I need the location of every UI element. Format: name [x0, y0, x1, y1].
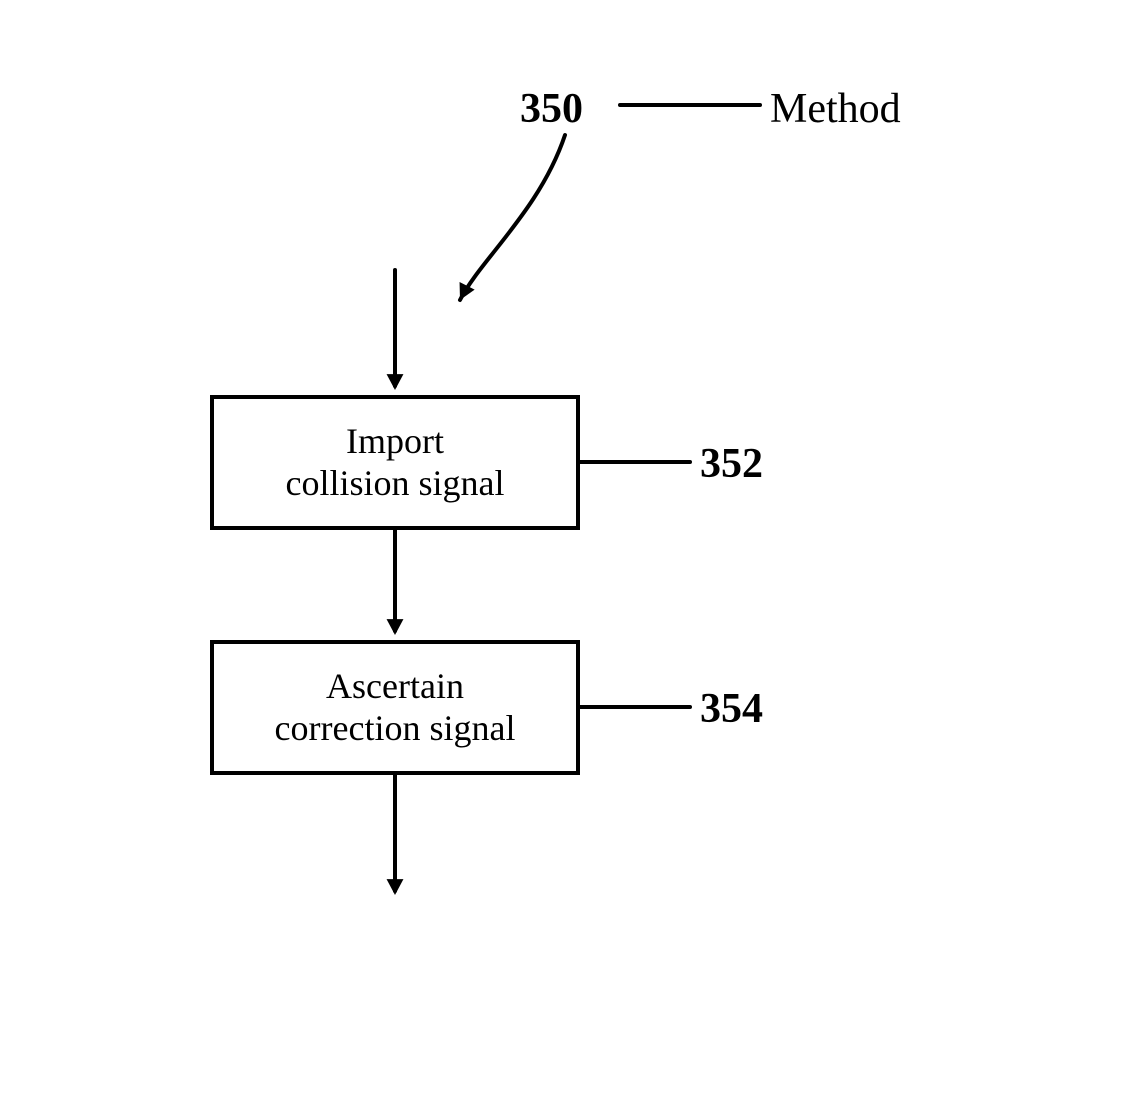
ref-number-import: 352	[700, 440, 763, 488]
method-title: Method	[770, 85, 901, 133]
step-import-label: Importcollision signal	[286, 421, 505, 504]
step-import: Importcollision signal	[210, 395, 580, 530]
step-ascertain: Ascertaincorrection signal	[210, 640, 580, 775]
step-ascertain-label: Ascertaincorrection signal	[275, 666, 516, 749]
ref-number-method: 350	[520, 85, 583, 133]
ref-number-ascertain: 354	[700, 685, 763, 733]
